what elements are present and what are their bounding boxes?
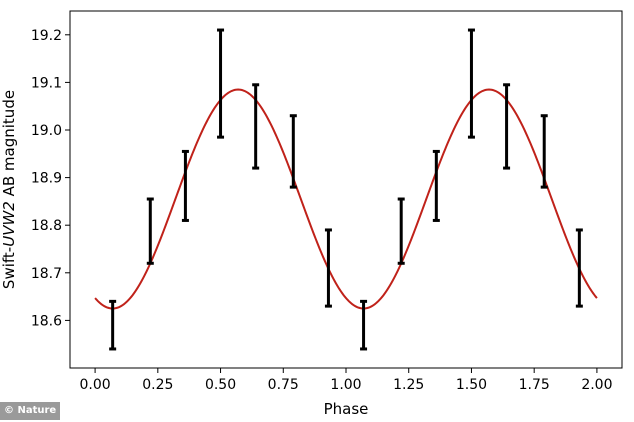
x-tick-label: 0.75 bbox=[268, 377, 299, 393]
x-tick-label: 0.25 bbox=[142, 377, 173, 393]
x-tick-label: 0.50 bbox=[205, 377, 236, 393]
y-axis-ticks: 18.6 18.7 18.8 18.9 19.0 19.1 19.2 bbox=[31, 28, 70, 329]
x-axis-label: Phase bbox=[324, 400, 369, 418]
error-bar bbox=[289, 114, 297, 189]
x-axis-ticks: 0.00 0.25 0.50 0.75 1.00 1.25 1.50 1.75 2.00 bbox=[80, 368, 612, 393]
x-tick-label: 1.00 bbox=[330, 377, 361, 393]
y-axis-label-suffix: AB magnitude bbox=[0, 90, 18, 201]
error-bar-layer bbox=[109, 28, 583, 351]
y-tick-label: 18.9 bbox=[31, 171, 62, 187]
y-tick-label: 19.2 bbox=[31, 28, 62, 44]
y-tick-label: 18.7 bbox=[31, 266, 62, 282]
y-tick-label: 19.0 bbox=[31, 123, 62, 139]
error-bar bbox=[397, 197, 405, 265]
error-bar bbox=[503, 83, 511, 170]
y-axis-label: Swift-UVW2 AB magnitude bbox=[0, 90, 18, 289]
x-tick-label: 1.50 bbox=[456, 377, 487, 393]
x-tick-label: 1.25 bbox=[393, 377, 424, 393]
error-bar bbox=[146, 197, 154, 265]
error-bar bbox=[432, 149, 440, 222]
y-tick-label: 18.8 bbox=[31, 218, 62, 234]
y-tick-label: 18.6 bbox=[31, 313, 62, 329]
y-axis-label-italic: UVW2 bbox=[0, 201, 18, 247]
model-curve-layer bbox=[94, 88, 598, 310]
error-bar bbox=[109, 299, 117, 351]
model-curve bbox=[94, 88, 598, 310]
x-tick-label: 0.00 bbox=[80, 377, 111, 393]
error-bar bbox=[540, 114, 548, 189]
plot-frame bbox=[69, 10, 623, 369]
error-bar bbox=[575, 228, 583, 308]
error-bar bbox=[217, 28, 225, 139]
credit-badge: © Nature bbox=[0, 402, 61, 420]
error-bar bbox=[252, 83, 260, 170]
error-bar bbox=[181, 149, 189, 222]
y-tick-label: 19.1 bbox=[31, 75, 62, 91]
x-tick-label: 1.75 bbox=[519, 377, 550, 393]
error-bar bbox=[324, 228, 332, 308]
y-axis-label-prefix: Swift- bbox=[0, 247, 18, 289]
error-bar bbox=[360, 299, 368, 351]
error-bar bbox=[467, 28, 475, 139]
x-tick-label: 2.00 bbox=[581, 377, 612, 393]
